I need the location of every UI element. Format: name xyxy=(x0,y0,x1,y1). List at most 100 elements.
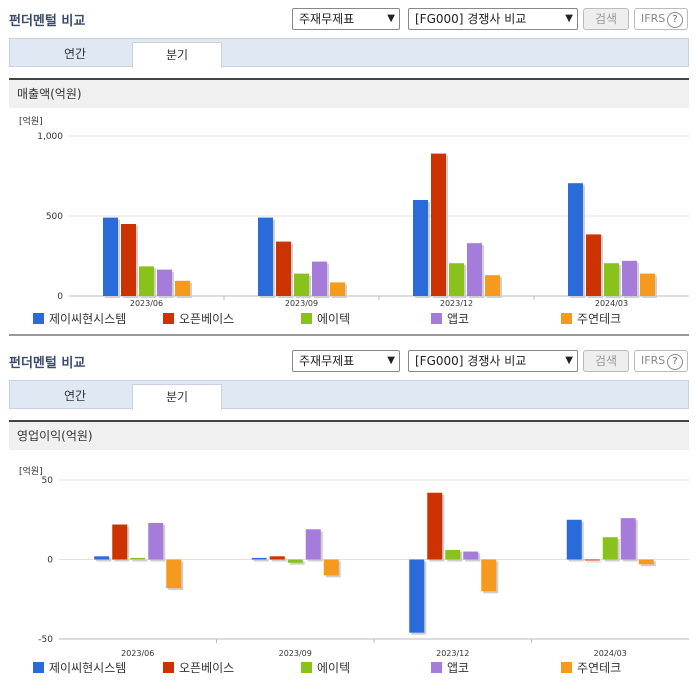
comparison-group-select[interactable]: [FG000] 경쟁사 비교 ▼ xyxy=(408,350,578,372)
legend-swatch xyxy=(33,662,44,673)
help-icon: ? xyxy=(667,354,683,370)
operating-profit-chart: [억원] -50 0 50 2023/06 2023/09 2023/12 2024/03 제… xyxy=(9,450,689,682)
operating-profit-chart-svg: [억원] -50 0 50 2023/06 2023/09 2023/12 2024/03 xyxy=(19,465,689,658)
bar-2-3 xyxy=(463,551,479,560)
bar-1-4 xyxy=(323,559,339,576)
legend-swatch xyxy=(301,313,312,324)
legend-label: 제이씨현시스템 xyxy=(49,312,127,326)
bar-3-1 xyxy=(584,559,600,561)
search-button[interactable]: 검색 xyxy=(583,8,629,30)
bar-1-3 xyxy=(305,529,321,560)
unit-label: [억원] xyxy=(19,465,43,477)
fundamental-panel-operating-profit: 펀더멘털 비교 주재무제표 ▼ [FG000] 경쟁사 비교 ▼ 검색 IFRS… xyxy=(0,342,696,684)
ifrs-label: IFRS xyxy=(641,354,666,367)
statement-type-select[interactable]: 주재무제표 ▼ xyxy=(292,8,400,30)
bar-shadow xyxy=(96,558,112,562)
bar-1-3 xyxy=(312,261,327,296)
bar-3-3 xyxy=(620,518,636,560)
ifrs-label: IFRS xyxy=(641,12,666,25)
bar-2-0 xyxy=(413,200,428,296)
legend-swatch xyxy=(431,662,442,673)
chevron-down-icon: ▼ xyxy=(565,13,573,24)
y-tick-label: 0 xyxy=(47,556,53,566)
bar-3-4 xyxy=(640,273,655,296)
period-tabs: 연간 분기 xyxy=(9,380,689,410)
bar-shadow xyxy=(253,559,269,562)
comparison-group-select[interactable]: [FG000] 경쟁사 비교 ▼ xyxy=(408,8,578,30)
bar-shadow xyxy=(132,559,148,562)
chart-legend: 제이씨현시스템 오픈베이스 에이텍 앱코 주연테크 xyxy=(33,660,693,678)
x-tick-label: 2023/06 xyxy=(121,649,154,658)
bar-0-4 xyxy=(166,559,182,589)
x-tick-label: 2024/03 xyxy=(595,299,628,308)
statement-type-value: 주재무제표 xyxy=(299,12,355,26)
legend-swatch xyxy=(561,313,572,324)
chevron-down-icon: ▼ xyxy=(387,355,395,366)
bar-0-2 xyxy=(130,557,146,560)
bar-2-2 xyxy=(445,549,461,560)
bar-1-1 xyxy=(269,556,285,560)
ifrs-button[interactable]: IFRS ? xyxy=(634,350,688,372)
x-tick-label: 2023/09 xyxy=(285,299,318,308)
panel-header: 펀더멘털 비교 주재무제표 ▼ [FG000] 경쟁사 비교 ▼ 검색 IFRS… xyxy=(0,0,696,36)
tab-annual[interactable]: 연간 xyxy=(63,47,87,61)
search-button[interactable]: 검색 xyxy=(583,350,629,372)
bar-1-2 xyxy=(294,273,309,296)
legend-label: 에이텍 xyxy=(317,661,351,675)
bar-1-0 xyxy=(251,557,267,560)
legend-label: 오픈베이스 xyxy=(179,312,235,326)
legend-label: 오픈베이스 xyxy=(179,661,235,675)
sales-chart: [억원] 0 500 1,000 2023/06 2023/09 2023/12 2024/0… xyxy=(9,108,689,336)
bar-3-4 xyxy=(638,559,654,565)
fundamental-panel-sales: 펀더멘털 비교 주재무제표 ▼ [FG000] 경쟁사 비교 ▼ 검색 IFRS… xyxy=(0,0,696,340)
bar-2-1 xyxy=(431,153,446,296)
bar-2-1 xyxy=(427,492,443,560)
legend-label: 주연테크 xyxy=(577,661,622,675)
section-label: 영업이익(억원) xyxy=(9,420,689,450)
legend-swatch xyxy=(163,313,174,324)
bar-2-3 xyxy=(467,243,482,296)
bar-2-0 xyxy=(409,559,425,633)
y-tick-label: 500 xyxy=(46,212,63,222)
bar-0-4 xyxy=(175,280,190,296)
bar-0-0 xyxy=(94,556,110,560)
ifrs-button[interactable]: IFRS ? xyxy=(634,8,688,30)
bar-2-4 xyxy=(485,275,500,296)
bar-shadow xyxy=(289,561,305,565)
legend-swatch xyxy=(163,662,174,673)
x-tick-label: 2023/06 xyxy=(130,299,163,308)
comparison-group-value: [FG000] 경쟁사 비교 xyxy=(415,354,527,368)
legend-label: 주연테크 xyxy=(577,312,622,326)
bar-1-2 xyxy=(287,559,303,563)
period-tabs: 연간 분기 xyxy=(9,38,689,68)
x-tick-label: 2023/12 xyxy=(436,649,469,658)
bar-0-1 xyxy=(121,224,136,296)
bar-3-1 xyxy=(586,234,601,296)
panel-title: 펀더멘털 비교 xyxy=(9,14,86,29)
panel-header: 펀더멘털 비교 주재무제표 ▼ [FG000] 경쟁사 비교 ▼ 검색 IFRS… xyxy=(0,342,696,378)
statement-type-value: 주재무제표 xyxy=(299,354,355,368)
bar-3-0 xyxy=(568,183,583,296)
sales-chart-svg: [억원] 0 500 1,000 2023/06 2023/09 2023/12 2024/0… xyxy=(19,115,689,308)
legend-swatch xyxy=(431,313,442,324)
statement-type-select[interactable]: 주재무제표 ▼ xyxy=(292,350,400,372)
bar-0-2 xyxy=(139,266,154,296)
bar-3-2 xyxy=(602,537,618,560)
chart-legend: 제이씨현시스템 오픈베이스 에이텍 앱코 주연테크 xyxy=(33,311,693,329)
bar-3-3 xyxy=(622,260,637,296)
tab-annual[interactable]: 연간 xyxy=(63,389,87,403)
bar-0-1 xyxy=(112,524,128,560)
bar-shadow xyxy=(271,558,287,562)
legend-swatch xyxy=(33,313,44,324)
tab-quarterly[interactable]: 분기 xyxy=(132,384,222,410)
bar-3-2 xyxy=(604,263,619,296)
bar-1-1 xyxy=(276,241,291,296)
unit-label: [억원] xyxy=(19,115,43,127)
x-tick-label: 2023/09 xyxy=(279,649,312,658)
y-tick-label: 50 xyxy=(42,476,54,486)
x-tick-label: 2023/12 xyxy=(440,299,473,308)
legend-label: 앱코 xyxy=(447,661,470,675)
chevron-down-icon: ▼ xyxy=(565,355,573,366)
tab-quarterly[interactable]: 분기 xyxy=(132,42,222,68)
bar-3-0 xyxy=(566,519,582,560)
